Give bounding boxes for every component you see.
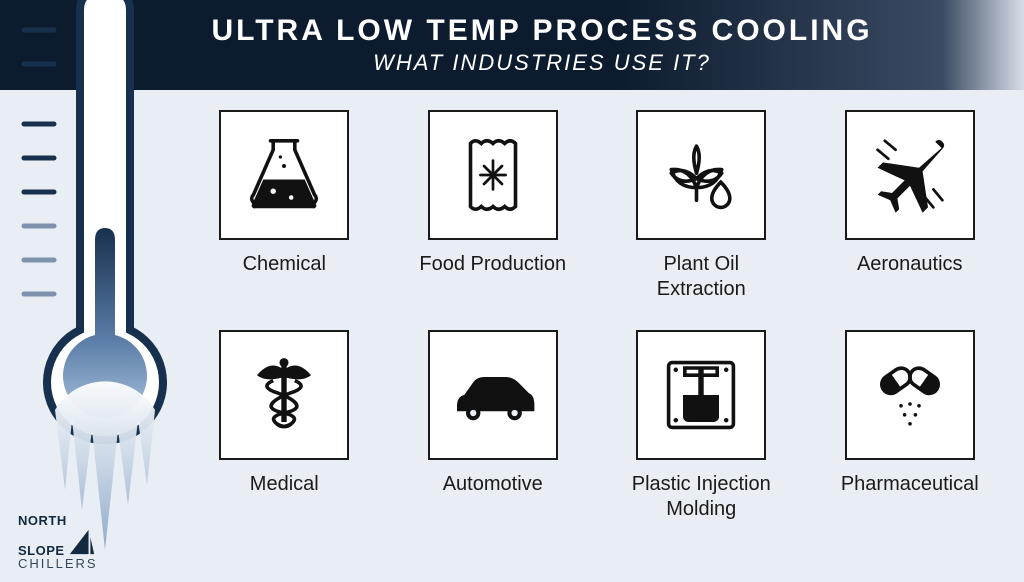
- industry-label: Aeronautics: [857, 252, 963, 277]
- industry-label: Plant Oil Extraction: [617, 252, 786, 302]
- industry-label: Pharmaceutical: [841, 472, 979, 497]
- page-title: ULTRA LOW TEMP PROCESS COOLING: [211, 14, 872, 48]
- brand-logo-sail-icon: [68, 527, 96, 557]
- industry-label: Chemical: [243, 252, 326, 277]
- thermometer-graphic: [10, 0, 180, 560]
- leaf-drop-icon: [636, 110, 766, 240]
- airplane-icon: [845, 110, 975, 240]
- caduceus-icon: [219, 330, 349, 460]
- industry-grid: Chemical Food Production: [200, 110, 994, 522]
- industry-card-food: Food Production: [409, 110, 578, 302]
- industry-card-aeronautics: Aeronautics: [826, 110, 995, 302]
- brand-logo-line1: NORTH: [18, 514, 98, 527]
- industry-card-medical: Medical: [200, 330, 369, 522]
- capsules-icon: [845, 330, 975, 460]
- industry-label: Food Production: [419, 252, 566, 277]
- flask-icon: [219, 110, 349, 240]
- industry-card-chemical: Chemical: [200, 110, 369, 302]
- industry-label: Automotive: [443, 472, 543, 497]
- brand-logo-line3: CHILLERS: [18, 557, 98, 570]
- industry-card-pharma: Pharmaceutical: [826, 330, 995, 522]
- industry-card-plant-oil: Plant Oil Extraction: [617, 110, 786, 302]
- page-subtitle: WHAT INDUSTRIES USE IT?: [373, 50, 711, 76]
- industry-label: Medical: [250, 472, 319, 497]
- industry-card-injection: Plastic Injection Molding: [617, 330, 786, 522]
- brand-logo-text: NORTH SLOPE CHILLERS: [18, 514, 98, 570]
- car-icon: [428, 330, 558, 460]
- food-bag-icon: [428, 110, 558, 240]
- injection-mold-icon: [636, 330, 766, 460]
- brand-logo: NORTH SLOPE CHILLERS: [18, 514, 98, 570]
- industry-label: Plastic Injection Molding: [617, 472, 786, 522]
- industry-card-automotive: Automotive: [409, 330, 578, 522]
